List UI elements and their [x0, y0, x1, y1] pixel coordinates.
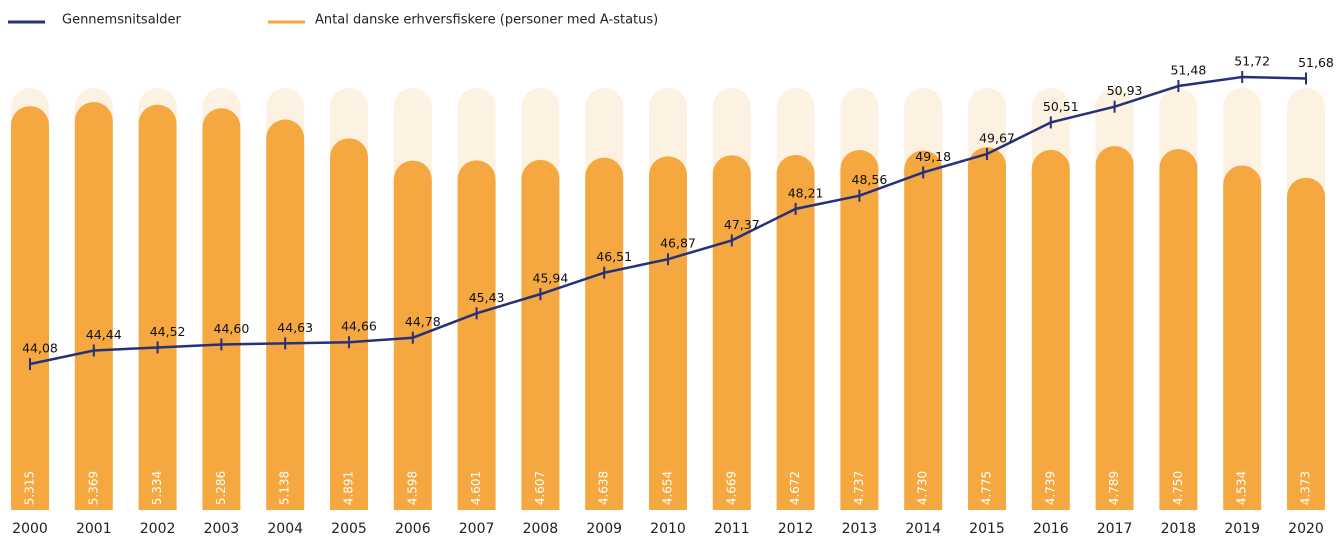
- bar-value-label: 4.739: [1043, 471, 1057, 505]
- x-tick-label: 2012: [778, 521, 814, 537]
- bar-value-label: 5.334: [150, 471, 164, 505]
- x-tick-label: 2005: [331, 521, 367, 537]
- bar: [74, 102, 113, 510]
- bar-value-label: 4.737: [852, 471, 866, 505]
- bar: [776, 154, 815, 510]
- bar-value-label: 4.534: [1235, 471, 1249, 505]
- bar-value-label: 4.638: [597, 471, 611, 505]
- bar-value-label: 4.730: [916, 471, 930, 505]
- bar: [904, 150, 943, 510]
- bar: [11, 106, 49, 510]
- x-tick-label: 2018: [1161, 521, 1197, 537]
- bar-value-label: 4.750: [1171, 471, 1185, 505]
- bar: [521, 159, 560, 510]
- x-tick-label: 2014: [905, 521, 941, 537]
- point-label: 49,18: [915, 149, 951, 164]
- point-label: 49,67: [979, 131, 1015, 146]
- bar: [266, 119, 305, 511]
- bar: [138, 104, 177, 510]
- legend-label: Gennemsnitsalder: [62, 13, 182, 28]
- point-label: 50,93: [1107, 83, 1143, 98]
- bar: [1031, 149, 1070, 511]
- legend-label: Antal danske erhversfiskere (personer me…: [315, 13, 658, 28]
- x-tick-label: 2011: [714, 521, 750, 537]
- x-tick-label: 2001: [76, 521, 112, 537]
- x-tick-label: 2003: [204, 521, 240, 537]
- bar-value-label: 4.669: [724, 471, 738, 505]
- point-label: 45,43: [469, 290, 505, 305]
- bar-value-label: 4.601: [469, 471, 483, 505]
- bar: [1159, 149, 1198, 510]
- bar-value-label: 5.138: [278, 471, 292, 505]
- point-label: 44,08: [22, 341, 58, 356]
- point-label: 45,94: [533, 271, 569, 286]
- point-label: 48,56: [852, 172, 888, 187]
- x-tick-label: 2009: [586, 521, 622, 537]
- x-tick-label: 2008: [523, 521, 559, 537]
- point-label: 46,51: [596, 249, 632, 264]
- x-tick-label: 2004: [267, 521, 303, 537]
- point-label: 44,60: [214, 321, 250, 336]
- bar-value-label: 4.775: [980, 471, 994, 505]
- point-label: 46,87: [660, 236, 696, 251]
- point-label: 50,51: [1043, 99, 1079, 114]
- bar-value-label: 4.891: [342, 471, 356, 505]
- bar: [712, 155, 751, 510]
- point-label: 44,52: [150, 324, 186, 339]
- point-label: 44,63: [277, 320, 313, 335]
- x-tick-label: 2002: [140, 521, 176, 537]
- bar-value-label: 4.607: [533, 471, 547, 505]
- bar: [202, 108, 241, 511]
- x-tick-label: 2015: [969, 521, 1005, 537]
- x-tick-label: 2017: [1097, 521, 1133, 537]
- bar-value-label: 4.598: [405, 471, 419, 505]
- point-label: 44,78: [405, 314, 441, 329]
- bar: [649, 156, 687, 510]
- x-tick-label: 2006: [395, 521, 431, 537]
- x-tick-label: 2007: [459, 521, 495, 537]
- x-tick-label: 2000: [12, 521, 48, 537]
- bar: [840, 150, 879, 510]
- bar: [968, 147, 1006, 510]
- x-tick-label: 2013: [842, 521, 878, 537]
- bar: [1223, 165, 1262, 510]
- point-label: 51,48: [1171, 63, 1207, 78]
- point-label: 48,21: [788, 185, 824, 200]
- bar-value-label: 4.654: [661, 471, 675, 505]
- point-label: 47,37: [724, 217, 760, 232]
- point-label: 44,44: [86, 327, 122, 342]
- bar-value-label: 5.286: [214, 471, 228, 505]
- point-label: 44,66: [341, 319, 377, 334]
- x-tick-label: 2010: [650, 521, 686, 537]
- bar: [585, 157, 624, 511]
- bar: [1287, 177, 1325, 510]
- point-label: 51,72: [1234, 54, 1270, 69]
- x-tick-label: 2019: [1224, 521, 1260, 537]
- bar: [457, 160, 496, 511]
- bar-value-label: 5.369: [86, 471, 100, 505]
- bar-value-label: 4.373: [1299, 471, 1313, 505]
- point-label: 51,68: [1298, 55, 1334, 70]
- bar: [330, 138, 368, 510]
- bar-value-label: 4.789: [1107, 471, 1121, 505]
- x-tick-label: 2020: [1288, 521, 1324, 537]
- bar: [1095, 146, 1134, 510]
- x-tick-label: 2016: [1033, 521, 1069, 537]
- bar-value-label: 4.672: [788, 471, 802, 505]
- bar-value-label: 5.315: [23, 471, 37, 505]
